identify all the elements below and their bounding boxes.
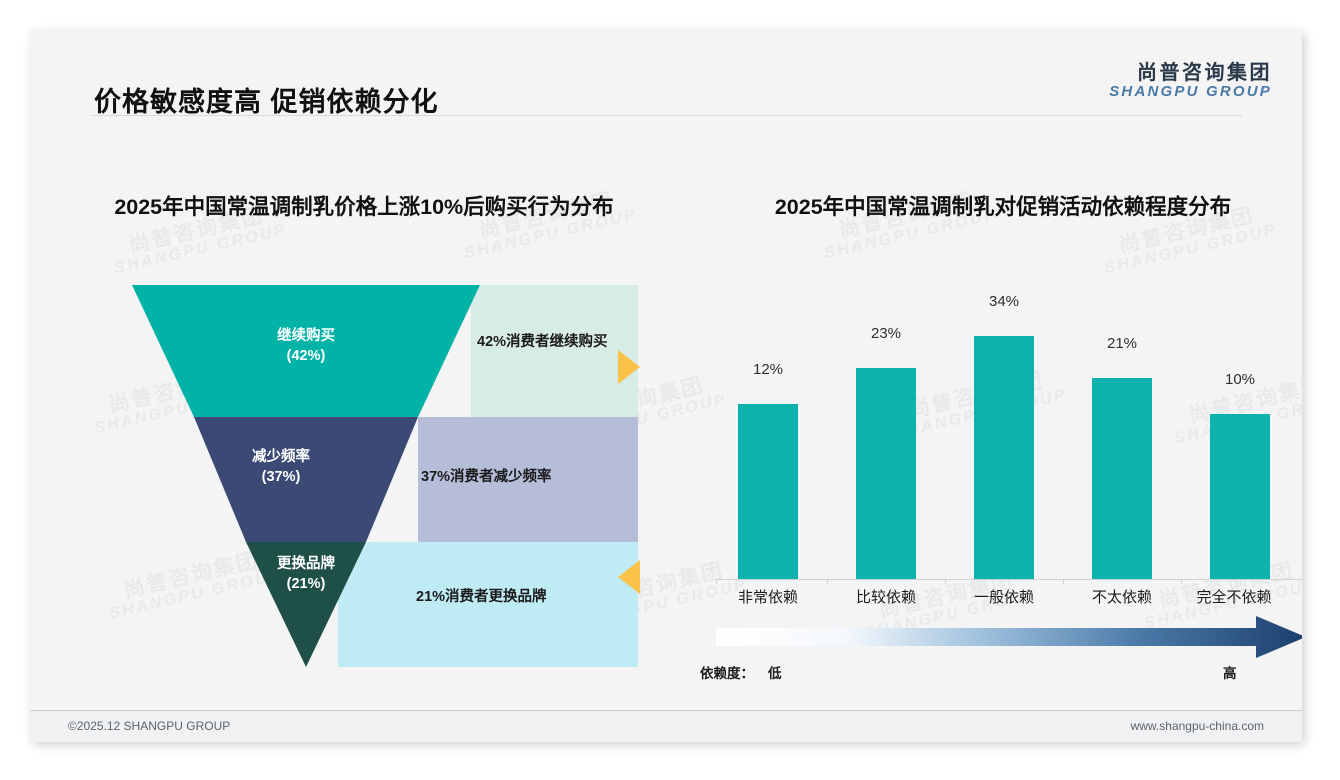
website-url[interactable]: www.shangpu-china.com [1130,719,1264,733]
funnel-segment-switch [246,542,366,667]
bar-category-label: 不太依赖 [1091,589,1152,606]
bar-rect [1210,414,1270,580]
bar-value-label: 21% [1106,335,1138,352]
bar-category-label: 一般依赖 [973,589,1034,606]
bar-rect [1092,378,1152,580]
funnel-note-bg-2 [418,417,638,542]
funnel-note-switch: 21%消费者更换品牌 [416,589,547,605]
funnel-note-reduce: 37%消费者减少频率 [421,469,552,485]
copyright-text: ©2025.12 SHANGPU GROUP [68,719,231,733]
play-right-triangle-icon [618,350,640,384]
funnel-label-reduce-value: (37%) [261,468,301,485]
gradient-arrow-icon [716,616,1302,658]
legend-high-label: 高 [1223,666,1237,681]
bar-column: 12% [716,320,820,580]
funnel-svg [132,285,638,667]
dependency-gradient-legend [716,616,1302,672]
slide-canvas: 尚普咨询集团 SHANGPU GROUP 尚普咨询集团 SHANGPU GROUP … [30,30,1302,742]
bar-value-label: 10% [1224,371,1256,388]
bar-category-label: 非常依赖 [737,589,798,606]
footer-divider [30,710,1302,711]
legend-caption: 依赖度： [700,666,754,681]
funnel-segment-continue [132,285,480,417]
funnel-label-continue: 继续购买 (42%) [246,327,366,366]
funnel-label-switch-text: 更换品牌 [277,556,335,572]
bar-category-label: 完全不依赖 [1196,589,1272,606]
logo-english-name: SHANGPU GROUP [1109,83,1272,101]
funnel-label-continue-text: 继续购买 [277,328,335,344]
funnel-segment-reduce [194,417,418,542]
funnel-label-switch: 更换品牌 (21%) [246,555,366,594]
watermark-en: SHANGPU GROUP [1102,221,1279,278]
play-left-triangle-icon [618,560,640,594]
brand-logo: 尚普咨询集团 SHANGPU GROUP [1109,62,1272,101]
bar-value-label: 34% [988,293,1020,310]
right-chart-title: 2025年中国常温调制乳对促销活动依赖程度分布 [774,195,1232,219]
funnel-chart: 继续购买 (42%) 减少频率 (37%) 更换品牌 (21%) 42%消费者继… [126,285,638,667]
bar-column: 21% [1070,320,1174,580]
bar-value-label: 23% [870,325,902,342]
funnel-label-continue-value: (42%) [286,347,326,364]
bar-column: 10% [1188,320,1292,580]
bar-category-label: 比较依赖 [855,589,916,606]
funnel-label-switch-value: (21%) [286,575,326,592]
bar-column: 34% [952,293,1056,580]
slide-header: 价格敏感度高 促销依赖分化 尚普咨询集团 SHANGPU GROUP [30,30,1302,117]
bar-rect [856,368,916,580]
funnel-note-continue: 42%消费者继续购买 [477,334,608,350]
header-divider [92,115,1242,116]
bar-column: 23% [834,320,938,580]
legend-low-label: 低 [768,666,782,681]
page-title: 价格敏感度高 促销依赖分化 [94,87,439,117]
dependency-bar-chart: 12% 23% 34% 21% 10% [716,293,1302,584]
funnel-note-bg-3 [338,542,638,667]
watermark-en: SHANGPU GROUP [112,221,289,278]
left-chart-title: 2025年中国常温调制乳价格上涨10%后购买行为分布 [114,195,614,219]
bar-value-label: 12% [752,361,784,378]
slide-footer: ©2025.12 SHANGPU GROUP www.shangpu-china… [30,711,1302,742]
logo-chinese-name: 尚普咨询集团 [1137,62,1272,84]
funnel-note-bg-1 [471,285,638,417]
bar-rect [738,404,798,580]
funnel-label-reduce-text: 减少频率 [252,449,310,465]
bar-chart-axis [716,579,1302,584]
funnel-label-reduce: 减少频率 (37%) [221,448,341,487]
bar-rect [974,336,1034,580]
